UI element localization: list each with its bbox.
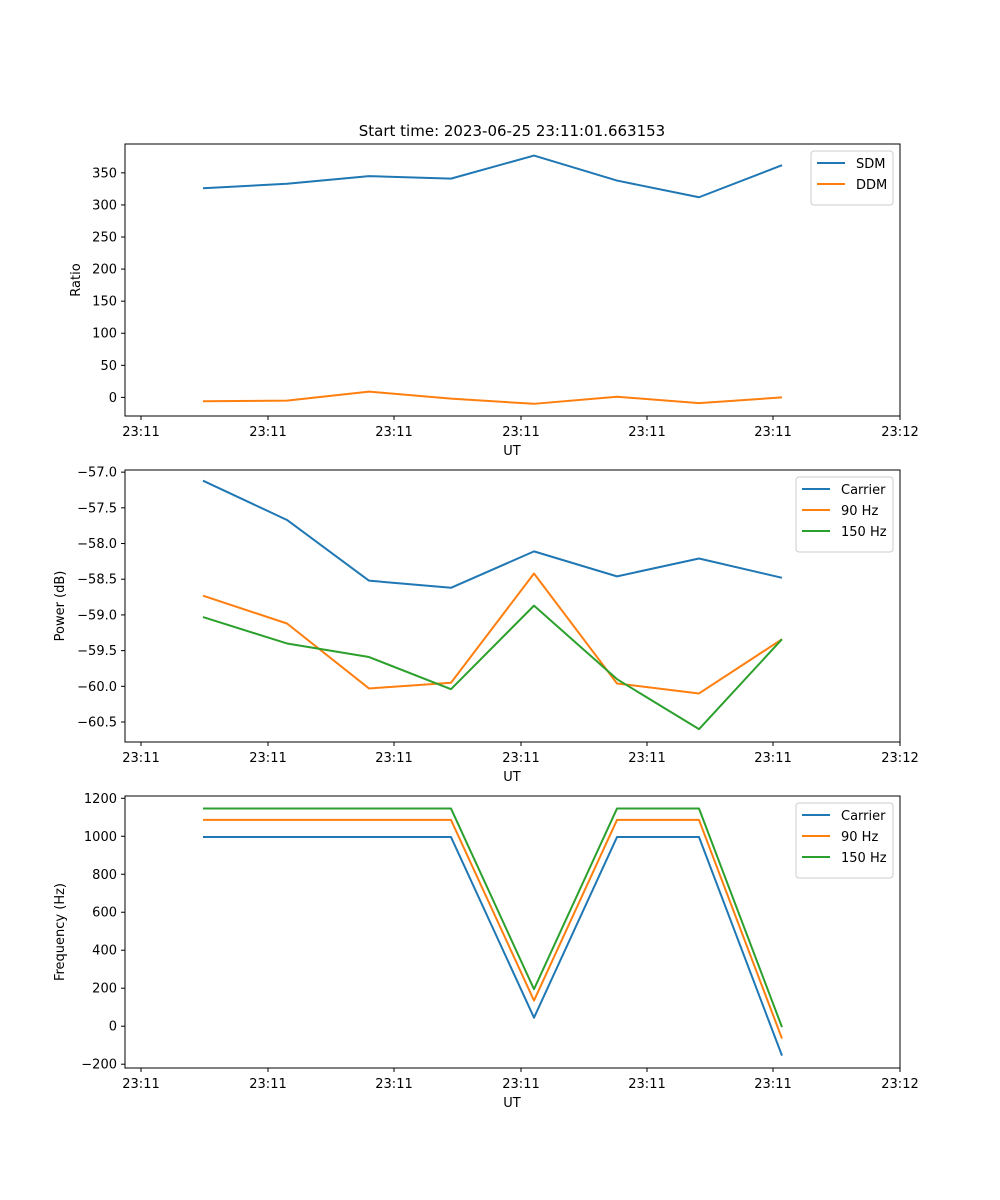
- x-tick-label: 23:12: [881, 751, 918, 766]
- x-tick-label: 23:11: [375, 751, 412, 766]
- y-tick-label: −58.0: [77, 537, 117, 552]
- x-tick-label: 23:11: [502, 425, 539, 440]
- y-tick-label: 400: [92, 944, 117, 959]
- y-tick-label: −57.5: [77, 501, 117, 516]
- y-tick-label: 0: [109, 391, 117, 406]
- x-axis-label: UT: [503, 770, 521, 785]
- y-tick-label: 50: [100, 359, 117, 374]
- chart-2: −60.5 −60.0 −59.5 −59.0 −58.5 −58.0 −57.5 −57.0…: [53, 466, 919, 785]
- y-tick-label: 350: [92, 166, 117, 181]
- x-tick-label: 23:11: [249, 1077, 286, 1092]
- series-line-carrier: [202, 479, 783, 589]
- legend-box: [795, 802, 894, 879]
- series-line-90-hz: [203, 818, 783, 1039]
- series-line-150-hz: [203, 807, 783, 1028]
- x-tick-label: 23:11: [628, 1077, 665, 1092]
- y-tick-label: −200: [81, 1058, 117, 1073]
- y-tick-label: −57.0: [77, 466, 117, 481]
- x-axis-label: UT: [503, 444, 521, 459]
- series-line-150-hz: [202, 604, 783, 731]
- x-tick-label: 23:11: [375, 1077, 412, 1092]
- y-tick-label: −59.5: [77, 644, 117, 659]
- y-tick-label: 0: [109, 1020, 117, 1035]
- y-tick-label: −59.0: [77, 608, 117, 623]
- y-tick-label: −60.0: [77, 680, 117, 695]
- x-tick-label: 23:11: [249, 425, 286, 440]
- y-tick-label: 200: [92, 263, 117, 278]
- x-tick-label: 23:11: [122, 1077, 159, 1092]
- x-tick-label: 23:11: [375, 425, 412, 440]
- legend-label: 90 Hz: [841, 830, 878, 845]
- x-tick-label: 23:11: [628, 751, 665, 766]
- legend: SDM DDM: [810, 150, 894, 206]
- x-tick-label: 23:11: [249, 751, 286, 766]
- legend-label: SDM: [856, 157, 885, 172]
- y-tick-label: 300: [92, 198, 117, 213]
- legend-label: Carrier: [841, 483, 886, 498]
- y-axis-label: Power (dB): [53, 571, 68, 642]
- y-axis-label: Frequency (Hz): [53, 883, 68, 981]
- plot-area: [124, 143, 901, 417]
- legend-label: 150 Hz: [841, 851, 887, 866]
- y-tick-label: 800: [92, 868, 117, 883]
- x-tick-label: 23:12: [881, 425, 918, 440]
- y-tick-label: −58.5: [77, 573, 117, 588]
- x-tick-label: 23:11: [754, 425, 791, 440]
- y-tick-label: 1200: [84, 792, 117, 807]
- legend-label: Carrier: [841, 809, 886, 824]
- legend-label: 90 Hz: [841, 504, 878, 519]
- y-tick-label: 150: [92, 295, 117, 310]
- series-line-carrier: [203, 836, 783, 1057]
- figure-title: Start time: 2023-06-25 23:11:01.663153: [359, 122, 665, 140]
- chart-3: −200 0 200 400 600 800 1000 1200 23:11 23:11 23:11…: [53, 792, 919, 1111]
- y-tick-label: 250: [92, 231, 117, 246]
- legend-label: 150 Hz: [841, 525, 887, 540]
- y-tick-label: 100: [92, 327, 117, 342]
- y-tick-label: 1000: [84, 830, 117, 845]
- legend-label: DDM: [856, 178, 887, 193]
- series-line-sdm: [202, 154, 783, 199]
- x-tick-label: 23:11: [628, 425, 665, 440]
- y-tick-label: 600: [92, 906, 117, 921]
- x-axis-label: UT: [503, 1096, 521, 1111]
- x-tick-label: 23:11: [502, 751, 539, 766]
- x-tick-label: 23:11: [122, 751, 159, 766]
- legend-box: [810, 150, 894, 206]
- x-tick-label: 23:12: [881, 1077, 918, 1092]
- plot-area: [124, 469, 901, 743]
- series-line-ddm: [202, 390, 783, 405]
- y-tick-label: 200: [92, 982, 117, 997]
- x-tick-label: 23:11: [122, 425, 159, 440]
- charts: 0 50 100 150 200 250 300 350 23:11 23:11 23:11 23:1…: [53, 143, 919, 1111]
- plot-area: [124, 795, 901, 1069]
- y-tick-label: −60.5: [77, 716, 117, 731]
- x-tick-label: 23:11: [502, 1077, 539, 1092]
- x-tick-label: 23:11: [754, 751, 791, 766]
- legend: Carrier 90 Hz 150 Hz: [795, 476, 894, 553]
- legend: Carrier 90 Hz 150 Hz: [795, 802, 894, 879]
- chart-1: 0 50 100 150 200 250 300 350 23:11 23:11 23:11 23:1…: [69, 143, 919, 459]
- y-axis-label: Ratio: [69, 263, 84, 296]
- series-line-90-hz: [202, 572, 783, 695]
- x-tick-label: 23:11: [754, 1077, 791, 1092]
- legend-box: [795, 476, 894, 553]
